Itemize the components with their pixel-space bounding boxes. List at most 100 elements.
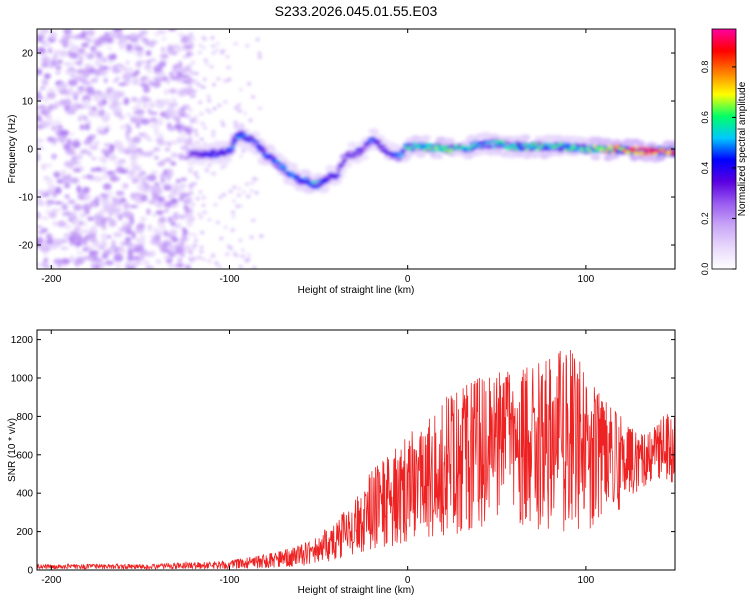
heatmap-noise-cell: [195, 197, 200, 201]
heatmap-noise-cell: [223, 164, 228, 168]
heatmap-noise-cell: [115, 210, 120, 219]
heatmap-noise-cell: [42, 163, 53, 168]
heatmap-noise-cell: [193, 116, 198, 120]
heatmap-noise-cell: [118, 82, 127, 86]
heatmap-noise-cell: [41, 261, 47, 268]
heatmap-noise-cell: [78, 114, 85, 121]
heatmap-noise-cell: [115, 262, 122, 269]
heatmap-noise-cell: [37, 196, 42, 202]
heatmap-noise-cell: [45, 115, 53, 120]
heatmap-noise-cell: [157, 196, 165, 203]
heatmap-noise-cell: [123, 97, 130, 106]
heatmap-noise-cell: [252, 266, 257, 269]
heatmap-noise-cell: [188, 38, 193, 43]
heatmap-noise-cell: [168, 252, 177, 257]
heatmap-ridge-cell: [421, 134, 431, 142]
heatmap-noise-cell: [169, 140, 179, 145]
heatmap-ridge-cell: [510, 145, 517, 148]
heatmap-noise-cell: [154, 155, 159, 160]
heatmap-noise-cell: [139, 83, 148, 87]
heatmap-noise-cell: [94, 263, 100, 269]
heatmap-noise-cell: [48, 211, 57, 219]
heatmap-noise-cell: [192, 256, 197, 260]
heatmap-noise-cell: [37, 211, 41, 220]
heatmap-ridge-cell: [221, 156, 232, 163]
heatmap-noise-cell: [37, 94, 44, 101]
heatmap-noise-cell: [199, 137, 204, 141]
heatmap-noise-cell: [150, 42, 155, 48]
heatmap-ridge-cell: [590, 154, 601, 161]
heatmap-noise-cell: [189, 211, 194, 215]
heatmap-noise-cell: [170, 204, 178, 209]
heatmap-noise-cell: [147, 137, 152, 142]
heatmap-noise-cell: [105, 112, 111, 120]
heatmap-ridge-cell: [671, 151, 675, 154]
heatmap-noise-cell: [98, 129, 106, 135]
heatmap-noise-cell: [90, 78, 99, 83]
heatmap-ridge-cell: [340, 162, 345, 166]
heatmap-ridge-cell: [564, 146, 570, 149]
heatmap-ridge-cell: [593, 150, 598, 154]
heatmap-noise-cell: [170, 221, 176, 227]
heatmap-noise-cell: [173, 64, 180, 68]
heatmap-noise-cell: [168, 216, 173, 223]
heatmap-ridge-cell: [345, 151, 350, 155]
heatmap-noise-cell: [217, 103, 222, 108]
heatmap-noise-cell: [187, 83, 193, 88]
heatmap-noise-cell: [248, 118, 253, 122]
heatmap-noise-cell: [130, 49, 135, 54]
heatmap-noise-cell: [188, 63, 193, 67]
heatmap-ridge-cell: [656, 151, 661, 154]
heatmap-ridge-cell: [361, 146, 367, 149]
heatmap-noise-cell: [86, 53, 95, 60]
heatmap-noise-cell: [71, 91, 81, 96]
heatmap-ridge-cell: [563, 148, 568, 152]
heatmap-ridge-cell: [547, 142, 552, 146]
heatmap-noise-cell: [166, 122, 172, 129]
heatmap-noise-cell: [119, 169, 129, 174]
heatmap-noise-cell: [52, 119, 62, 125]
heatmap-noise-cell: [141, 177, 146, 183]
heatmap-noise-cell: [49, 31, 58, 40]
heatmap-noise-cell: [108, 152, 115, 160]
snr-frame: [36, 329, 676, 571]
heatmap-noise-cell: [154, 32, 160, 37]
heatmap-noise-cell: [221, 49, 226, 53]
heatmap-noise-cell: [100, 240, 108, 249]
heatmap-noise-cell: [149, 124, 159, 128]
heatmap-noise-cell: [142, 260, 150, 265]
heatmap-noise-cell: [254, 191, 259, 195]
heatmap-noise-cell: [127, 173, 136, 180]
heatmap-noise-cell: [198, 216, 203, 220]
heatmap-noise-cell: [148, 250, 156, 257]
heatmap-ridge-cell: [469, 141, 473, 145]
heatmap-noise-cell: [210, 36, 215, 40]
heatmap-noise-cell: [190, 71, 195, 75]
heatmap-noise-cell: [67, 235, 76, 242]
heatmap-noise-cell: [231, 210, 235, 214]
y-tick-label: 0: [27, 145, 33, 156]
heatmap-noise-cell: [174, 214, 183, 218]
heatmap-noise-cell: [82, 247, 89, 252]
heatmap-noise-cell: [58, 129, 69, 137]
heatmap-ridge-cell: [188, 154, 193, 158]
colorbar-ticks: 0.0 0.2 0.4 0.6 0.8: [700, 61, 736, 275]
heatmap-noise-cell: [164, 147, 171, 152]
heatmap-noise-cell: [215, 220, 220, 224]
heatmap-ridge-cell: [322, 180, 328, 184]
heatmap-ridge-cell: [327, 172, 333, 176]
heatmap-noise-cell: [201, 46, 206, 50]
y-tick-label: 0: [27, 566, 33, 577]
heatmap-noise-cell: [180, 67, 188, 75]
heatmap-noise-cell: [153, 119, 159, 125]
heatmap-noise-cell: [57, 220, 67, 228]
heatmap-noise-cell: [90, 225, 97, 234]
heatmap-noise-cell: [122, 183, 129, 189]
heatmap-noise-cell: [191, 37, 196, 41]
heatmap-noise-cell: [149, 234, 155, 239]
heatmap-ridge-cell: [324, 178, 331, 182]
heatmap-noise-cell: [251, 218, 256, 222]
heatmap-noise-cell: [163, 89, 169, 95]
heatmap-noise-cell: [240, 254, 245, 258]
